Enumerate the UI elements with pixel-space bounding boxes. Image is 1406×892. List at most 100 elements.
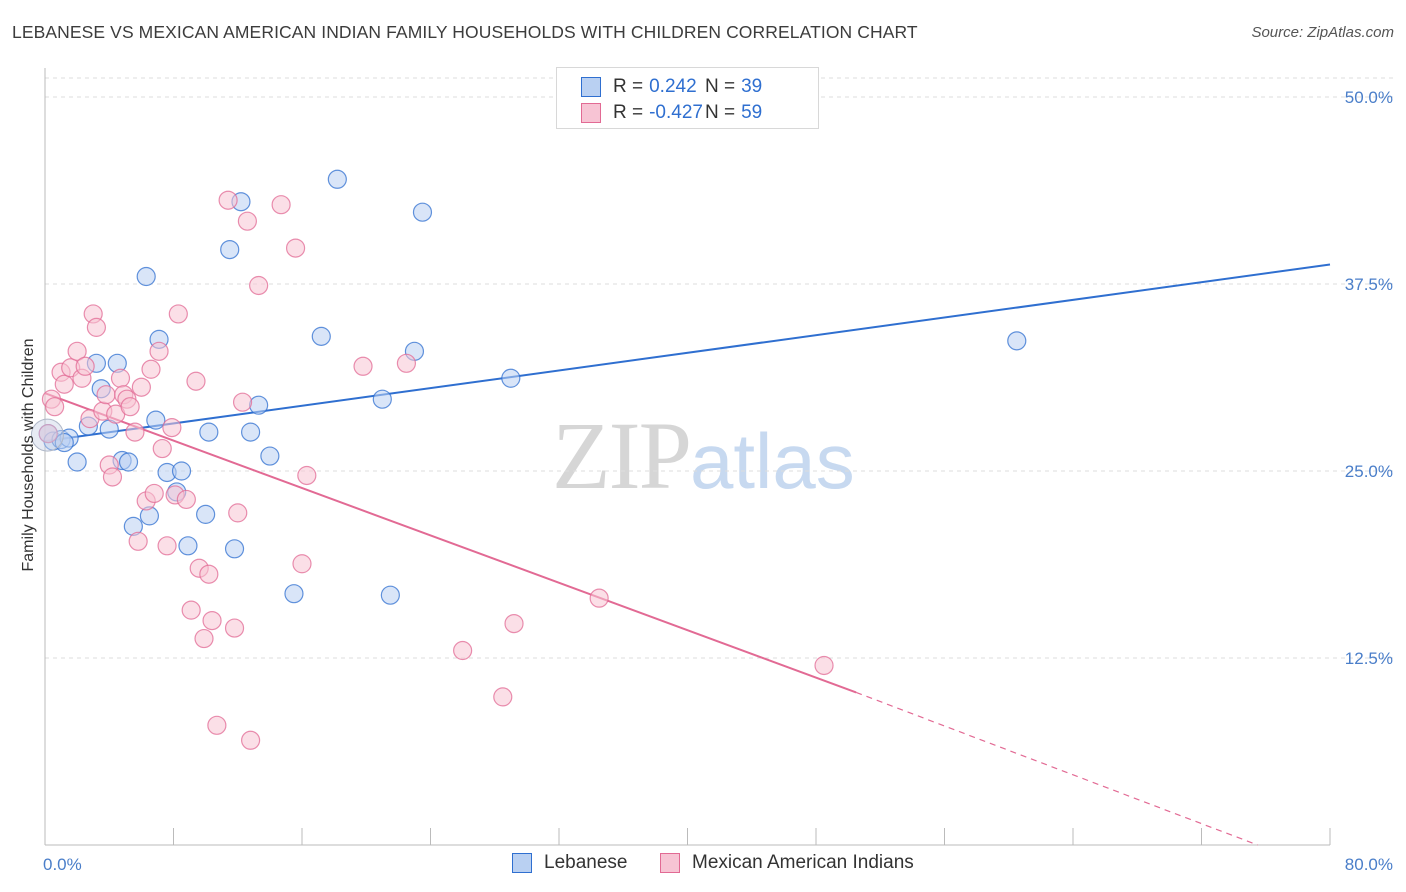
chart-title: LEBANESE VS MEXICAN AMERICAN INDIAN FAMI… (12, 22, 918, 42)
mexican-point (102, 467, 123, 487)
mexican-swatch (581, 103, 601, 123)
r-value-lebanese: 0.242 (649, 76, 697, 97)
mexican-point (241, 730, 261, 750)
mexican-point (194, 628, 214, 649)
lebanese-point (327, 169, 347, 189)
mexican-point (67, 341, 87, 361)
mexican-point (75, 356, 95, 376)
mexican-point (54, 374, 74, 394)
axes (44, 68, 1331, 846)
lebanese-point (249, 395, 269, 415)
mexican-point (45, 397, 65, 417)
mexican-point (141, 359, 161, 379)
source-credit: Source: ZipAtlas.com (1251, 24, 1394, 41)
trend-line-mexican-extrapolated (855, 691, 1258, 846)
legend-row-lebanese: R = 0.242 N = 39 (581, 75, 762, 99)
mexican-point (232, 392, 253, 412)
lebanese-point (199, 422, 219, 442)
n-value-lebanese: 39 (741, 76, 763, 97)
legend-label-lebanese: Lebanese (544, 852, 628, 873)
mexican-point (157, 536, 177, 556)
lebanese-point (311, 326, 331, 346)
r-label: R = (613, 76, 644, 97)
mexican-point (218, 190, 238, 210)
mexican-point (493, 687, 513, 707)
lebanese-swatch (581, 77, 601, 97)
series-legend: Lebanese Mexican American Indians (0, 852, 1406, 878)
lebanese-point (501, 368, 521, 388)
n-label: N = (705, 76, 736, 97)
x-tick-label: 0.0% (43, 855, 82, 874)
mexican-point (38, 424, 58, 444)
x-tick-label: 80.0% (1345, 855, 1393, 874)
data-points (30, 169, 1027, 750)
mexican-point (292, 554, 312, 574)
lebanese-point (372, 389, 392, 409)
mexican-point (237, 211, 257, 231)
lebanese-point (284, 584, 304, 604)
mexican-point (224, 618, 245, 638)
r-value-mexican: -0.427 (649, 102, 703, 123)
lebanese-point (260, 446, 280, 466)
lebanese-point (241, 422, 261, 442)
lebanese-point (412, 202, 433, 222)
mexican-point (128, 531, 148, 551)
n-value-mexican: 59 (741, 102, 763, 123)
watermark-zip: ZIP (552, 402, 692, 509)
mexican-swatch (660, 853, 680, 873)
y-tick-label: 25.0% (1345, 462, 1393, 481)
lebanese-point (220, 239, 240, 260)
mexican-point (144, 483, 164, 504)
y-tick-label: 50.0% (1345, 88, 1393, 107)
mexican-point (131, 377, 151, 397)
mexican-point (149, 341, 169, 361)
mexican-point (453, 640, 473, 661)
mexican-point (228, 503, 248, 523)
mexican-point (814, 655, 834, 676)
y-axis-title: Family Households with Children (20, 339, 37, 572)
trend-line-lebanese (44, 263, 1331, 443)
lebanese-point (178, 536, 198, 556)
stats-legend: R = 0.242 N = 39 R = -0.427 N = 59 (556, 67, 819, 129)
mexican-point (199, 564, 219, 584)
mexican-point (176, 489, 196, 510)
mexican-point (249, 275, 269, 296)
mexican-point (207, 715, 227, 735)
n-label: N = (705, 102, 736, 123)
mexican-point (271, 195, 291, 215)
mexican-point (125, 422, 145, 442)
lebanese-point (1007, 331, 1027, 351)
y-tick-label: 37.5% (1345, 275, 1393, 294)
axis-labels: 12.5% 25.0% 37.5% 50.0% 0.0% 80.0% Family Hous… (20, 88, 1393, 874)
watermark: ZIPatlas (552, 400, 855, 511)
mexican-point (181, 600, 201, 620)
mexican-point (168, 304, 188, 324)
legend-item-mexican[interactable]: Mexican American Indians (660, 852, 914, 874)
mexican-point (297, 465, 317, 486)
legend-item-lebanese[interactable]: Lebanese (512, 852, 627, 874)
mexican-point (202, 610, 222, 631)
lebanese-point (196, 504, 216, 524)
lebanese-point (224, 539, 245, 559)
legend-row-mexican: R = -0.427 N = 59 (581, 101, 762, 125)
mexican-point (504, 613, 524, 634)
mexican-point (86, 317, 107, 337)
mexican-point (120, 397, 140, 417)
lebanese-point (54, 432, 74, 453)
lebanese-point (380, 585, 400, 605)
mexican-point (152, 438, 172, 459)
mexican-point (285, 238, 306, 258)
mexican-point (162, 418, 182, 438)
lebanese-point (67, 452, 87, 472)
mexican-point (396, 353, 417, 373)
y-tick-label: 12.5% (1345, 649, 1393, 668)
mexican-point (110, 368, 131, 388)
lebanese-swatch (512, 853, 532, 873)
lebanese-point (118, 452, 139, 472)
aggregate-point (30, 418, 64, 452)
trend-line-mexican (44, 392, 857, 694)
mexican-point (353, 356, 373, 376)
r-label: R = (613, 102, 644, 123)
mexican-point (589, 588, 609, 608)
